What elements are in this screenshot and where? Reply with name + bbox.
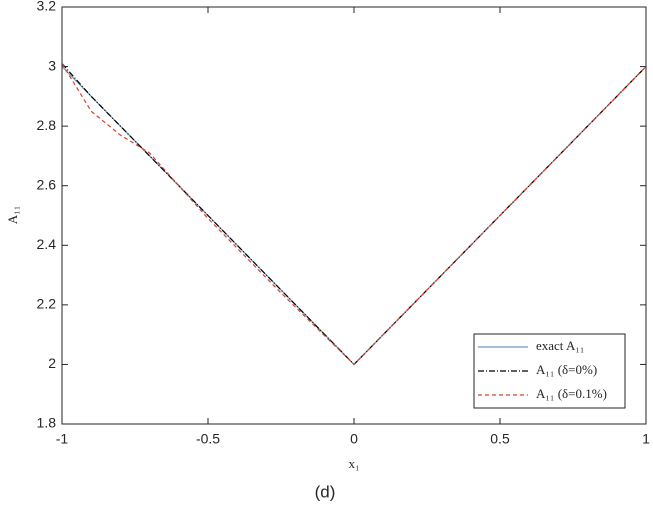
x-tick-label: 0 bbox=[350, 431, 358, 447]
plot-frame bbox=[61, 6, 647, 425]
y-tick-label: 2.6 bbox=[37, 176, 57, 192]
legend-label: A₁₁ (δ=0%) bbox=[536, 362, 597, 377]
y-tick-label: 2.4 bbox=[37, 236, 57, 252]
x-axis-label: x₁ bbox=[348, 456, 359, 471]
caption: (d) bbox=[315, 482, 336, 501]
legend-label: A₁₁ (δ=0.1%) bbox=[536, 386, 607, 401]
y-tick-label: 1.8 bbox=[37, 415, 57, 431]
y-tick-label: 2.8 bbox=[37, 117, 57, 133]
y-axis-label: A₁₁ bbox=[5, 206, 20, 224]
x-tick-label: 0.5 bbox=[490, 431, 510, 447]
legend: exact A₁₁ A₁₁ (δ=0%) A₁₁ (δ=0.1%) bbox=[473, 333, 626, 409]
y-tick-label: 2.2 bbox=[37, 296, 57, 312]
y-tick-label: 2 bbox=[48, 355, 56, 371]
series-line bbox=[61, 63, 647, 366]
y-tick-label: 3.2 bbox=[37, 0, 57, 14]
legend-box bbox=[473, 333, 626, 409]
x-tick-label: -1 bbox=[56, 431, 69, 447]
y-tick-label: 3 bbox=[48, 57, 56, 73]
x-tick-label: -0.5 bbox=[196, 431, 220, 447]
x-tick-label: 1 bbox=[642, 431, 650, 447]
legend-label: exact A₁₁ bbox=[536, 338, 584, 353]
series-line bbox=[61, 63, 647, 366]
series-line bbox=[61, 66, 647, 366]
